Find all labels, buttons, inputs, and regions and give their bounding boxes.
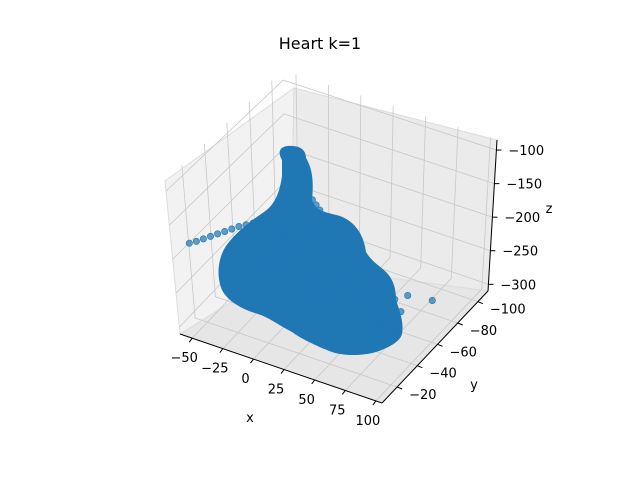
y-axis-line: [381, 290, 489, 404]
scatter-point: [249, 219, 257, 227]
scatter-point: [316, 206, 324, 214]
x-tick-mark: [219, 348, 224, 353]
x-tick-mark: [188, 337, 193, 343]
y-tick-mark: [437, 343, 443, 347]
scatter-point: [280, 232, 288, 240]
x-tick-label: 0: [241, 372, 249, 387]
axis-lines: [179, 139, 498, 404]
scatter-point: [185, 239, 193, 247]
scatter-point: [316, 236, 324, 244]
tick-labels: −50−250255075100−100−80−60−40−20−300−250…: [171, 144, 545, 429]
scatter-point: [319, 211, 327, 219]
y-tick-label: −60: [450, 345, 477, 360]
scatter-point: [356, 291, 364, 299]
x-tick-label: 50: [298, 393, 315, 408]
y-tick-mark: [477, 301, 484, 305]
x-tick-label: −50: [171, 351, 198, 366]
scatter-point: [315, 272, 323, 280]
z-tick-label: −150: [506, 178, 542, 193]
scatter-point: [391, 295, 399, 303]
scatter-point: [273, 255, 281, 263]
z-tick-label: −300: [500, 278, 536, 293]
chart-title: Heart k=1: [279, 34, 361, 53]
y-tick-mark: [457, 322, 463, 326]
z-axis-line: [487, 139, 498, 292]
scatter-point: [228, 225, 236, 233]
scatter-point: [328, 237, 336, 245]
scatter-point: [366, 267, 374, 275]
scatter-point: [242, 221, 250, 229]
scatter-point: [366, 313, 374, 321]
z-axis-label: z: [546, 202, 553, 217]
y-axis-label: y: [470, 378, 478, 393]
y-tick-label: −100: [490, 303, 526, 318]
x-tick-mark: [250, 358, 254, 364]
scatter-point: [308, 196, 316, 204]
scatter-point: [323, 216, 331, 224]
x-tick-mark: [372, 400, 377, 406]
x-tick-label: 100: [355, 414, 380, 429]
x-tick-mark: [280, 369, 285, 374]
z-grid-line: [165, 79, 497, 192]
z-tick-label: −100: [508, 144, 544, 159]
scatter-point: [378, 281, 386, 289]
x-tick-label: −25: [201, 362, 228, 377]
y-tick-mark: [417, 365, 423, 369]
x-tick-mark: [311, 379, 316, 385]
scatter-point: [344, 279, 352, 287]
scatter-point: [341, 245, 349, 253]
x-axis-label: x: [246, 411, 254, 426]
x-tick-label: 75: [329, 403, 346, 418]
y-tick-mark: [396, 386, 403, 390]
x-axis-line: [179, 333, 383, 404]
scatter-point: [235, 223, 243, 231]
scatter-point: [305, 191, 313, 199]
scatter-point: [279, 251, 287, 259]
scatter-point: [214, 230, 222, 238]
scatter-point: [312, 201, 320, 209]
scatter-point: [331, 286, 339, 294]
heart-point-cloud: [218, 145, 403, 355]
scatter-point: [404, 291, 412, 299]
z-tick-label: −200: [504, 211, 540, 226]
scatter-point: [192, 237, 200, 245]
scatter-point: [397, 308, 405, 316]
scatter-point: [207, 232, 215, 240]
scatter-point: [199, 235, 207, 243]
heart-body-blob: [218, 145, 403, 355]
x-tick-label: 25: [268, 383, 285, 398]
y-tick-label: −40: [429, 367, 456, 382]
y-tick-label: −80: [470, 324, 497, 339]
scatter-points: [185, 191, 436, 335]
scatter-point: [353, 256, 361, 264]
scatter-point: [221, 228, 229, 236]
z-tick-label: −250: [502, 245, 538, 260]
scatter-point: [291, 245, 299, 253]
scatter-point: [374, 285, 382, 293]
x-tick-mark: [341, 390, 346, 395]
scatter-point: [428, 296, 436, 304]
y-grid-line: [181, 165, 398, 388]
y-tick-label: −20: [409, 388, 436, 403]
scatter-point: [306, 284, 314, 292]
z-grid-line: [169, 113, 495, 226]
scatter-point: [255, 266, 263, 274]
scatter-point: [303, 236, 311, 244]
